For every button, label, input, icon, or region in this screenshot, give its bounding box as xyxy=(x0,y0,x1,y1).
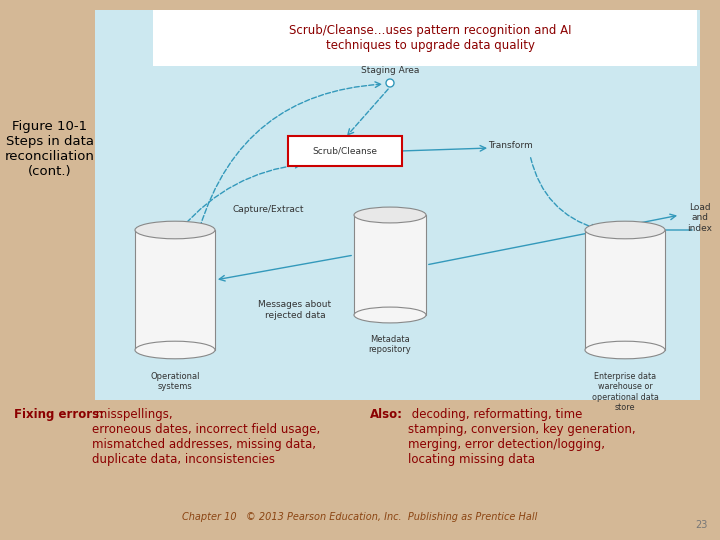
Text: 23: 23 xyxy=(696,520,708,530)
Text: Scrub/Cleanse: Scrub/Cleanse xyxy=(312,146,377,156)
Text: Metadata
repository: Metadata repository xyxy=(369,335,411,354)
Text: Figure 10-1
Steps in data
reconciliation
(cont.): Figure 10-1 Steps in data reconciliation… xyxy=(5,120,95,178)
Ellipse shape xyxy=(585,221,665,239)
Bar xyxy=(135,230,215,350)
Ellipse shape xyxy=(354,207,426,223)
FancyBboxPatch shape xyxy=(153,10,697,66)
Text: Fixing errors:: Fixing errors: xyxy=(14,408,104,421)
Ellipse shape xyxy=(354,307,426,323)
Text: Also:: Also: xyxy=(370,408,403,421)
Text: decoding, reformatting, time
stamping, conversion, key generation,
merging, erro: decoding, reformatting, time stamping, c… xyxy=(408,408,636,466)
Text: Enterprise data
warehouse or
operational data
store: Enterprise data warehouse or operational… xyxy=(592,372,658,412)
Text: misspellings,
erroneous dates, incorrect field usage,
mismatched addresses, miss: misspellings, erroneous dates, incorrect… xyxy=(92,408,320,466)
Text: Messages about
rejected data: Messages about rejected data xyxy=(258,300,332,320)
Ellipse shape xyxy=(135,341,215,359)
Ellipse shape xyxy=(135,221,215,239)
Text: Operational
systems: Operational systems xyxy=(150,372,199,391)
Text: Capture/Extract: Capture/Extract xyxy=(233,206,304,214)
Text: Load
and
index: Load and index xyxy=(688,203,713,233)
Text: Staging Area: Staging Area xyxy=(361,66,419,75)
Text: Transform: Transform xyxy=(487,140,532,150)
Bar xyxy=(585,230,665,350)
Text: Chapter 10   © 2013 Pearson Education, Inc.  Publishing as Prentice Hall: Chapter 10 © 2013 Pearson Education, Inc… xyxy=(182,512,538,522)
Ellipse shape xyxy=(585,341,665,359)
Bar xyxy=(95,10,700,400)
Bar xyxy=(354,215,426,315)
FancyBboxPatch shape xyxy=(288,136,402,166)
Ellipse shape xyxy=(386,79,394,87)
Text: Scrub/Cleanse…uses pattern recognition and AI
techniques to upgrade data quality: Scrub/Cleanse…uses pattern recognition a… xyxy=(289,24,571,52)
